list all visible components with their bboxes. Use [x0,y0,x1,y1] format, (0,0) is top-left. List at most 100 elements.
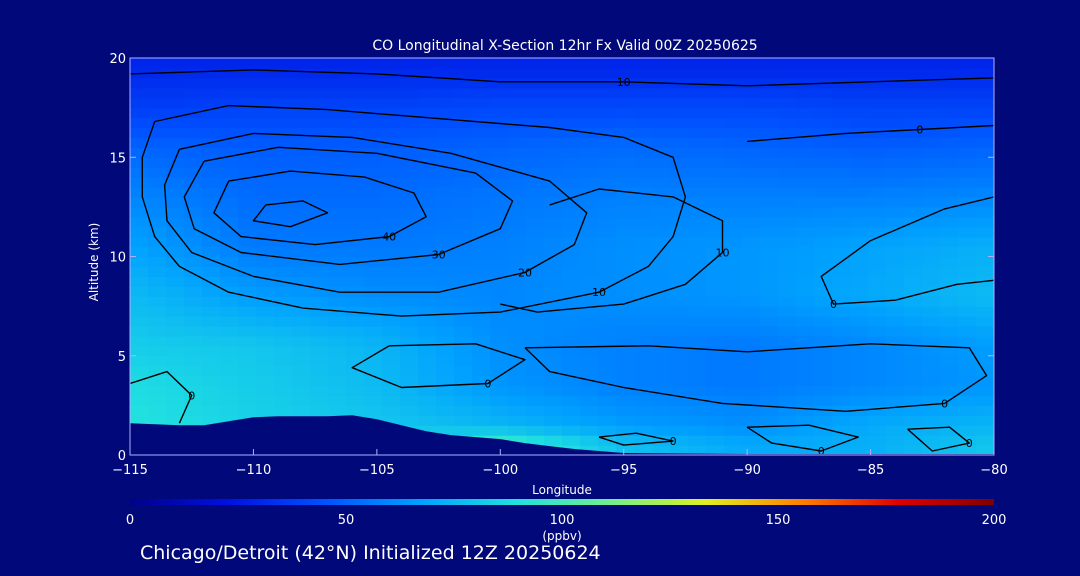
field-cell [814,107,833,119]
field-cell [922,67,941,79]
field-cell [256,177,275,188]
field-cell [184,286,203,297]
field-cell [274,157,293,168]
field-cell [652,137,671,148]
field-cell [454,167,473,178]
contour-line [183,146,514,266]
field-cell [364,216,383,228]
field-cell [958,157,977,168]
field-cell [778,206,797,218]
field-cell [706,276,725,287]
field-cell [598,177,617,188]
field-cell [148,187,167,198]
contour-label: 0 [830,298,837,311]
field-cell [760,246,779,258]
field-cell [436,385,455,397]
field-cell [364,177,383,188]
field-cell [562,286,581,297]
field-cell [760,335,779,347]
contour-label: 40 [382,231,396,244]
field-cell [706,266,725,277]
field-cell [958,256,977,268]
contour-label: 10 [617,76,631,89]
field-cell [184,316,203,327]
field-cell [778,196,797,208]
field-cell [616,196,635,208]
field-cell [670,286,689,297]
field-cell [742,77,761,89]
field-cell [958,435,977,446]
field-cell [508,236,527,248]
field-cell [418,335,437,347]
field-cell [724,316,743,327]
field-cell [418,266,437,277]
field-cell [976,316,994,327]
field-cell [346,206,365,218]
field-cell [562,415,581,426]
field-cell [544,187,563,198]
field-cell [490,256,509,268]
co-concentration-field [130,58,994,455]
field-cell [256,58,275,69]
field-cell [184,187,203,198]
field-cell [652,107,671,119]
field-cell [760,177,779,188]
contour-line [141,104,687,317]
field-cell [832,206,851,218]
field-cell [562,127,581,138]
field-cell [562,58,581,69]
field-cell [274,67,293,79]
field-cell [742,67,761,79]
field-cell [796,236,815,248]
field-cell [292,206,311,218]
field-cell [418,365,437,377]
field-cell [670,306,689,317]
field-cell [580,196,599,208]
field-cell [490,286,509,297]
field-cell [130,157,149,168]
field-cell [976,87,994,99]
field-cell [166,375,185,387]
field-cell [148,137,167,148]
field-cell [868,316,887,327]
field-cell [148,177,167,188]
field-cell [940,87,959,99]
field-cell [580,335,599,347]
field-cell [544,395,563,406]
field-cell [634,107,653,119]
field-cell [976,117,994,129]
field-cell [418,395,437,406]
field-cell [760,107,779,119]
field-cell [922,316,941,327]
field-cell [454,365,473,377]
field-cell [652,87,671,99]
field-cell [922,137,941,148]
field-cell [184,405,203,416]
field-cell [814,236,833,248]
field-cell [148,157,167,168]
field-cell [238,385,257,397]
field-cell [454,117,473,129]
x-axis-label: Longitude [532,483,592,497]
field-cell [886,365,905,377]
field-cell [868,58,887,69]
field-cell [526,435,545,446]
field-cell [238,316,257,327]
field-cell [778,415,797,426]
field-cell [436,77,455,89]
field-cell [760,435,779,446]
field-cell [310,187,329,198]
field-cell [922,196,941,208]
field-cell [814,117,833,129]
field-cell [742,445,761,455]
field-cell [184,385,203,397]
field-cell [562,206,581,218]
field-cell [220,355,239,367]
field-cell [130,365,149,377]
field-cell [454,325,473,337]
field-cell [400,405,419,416]
field-cell [400,177,419,188]
field-cell [472,306,491,317]
field-cell [670,345,689,357]
field-cell [328,177,347,188]
